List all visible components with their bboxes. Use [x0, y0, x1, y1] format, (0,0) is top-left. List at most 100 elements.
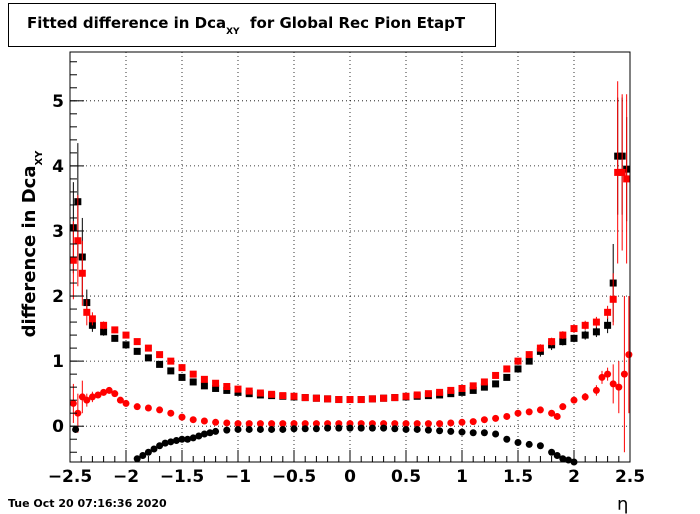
- title-box: Fitted difference in DcaXY for Global Re…: [8, 3, 496, 47]
- data-point: [391, 394, 399, 402]
- data-point: [178, 413, 186, 421]
- data-point: [195, 432, 203, 440]
- data-point: [514, 409, 522, 417]
- data-point: [178, 364, 186, 372]
- data-point: [144, 354, 152, 362]
- data-point: [548, 448, 556, 456]
- data-point: [424, 426, 432, 434]
- data-point: [312, 420, 320, 428]
- data-point: [380, 394, 388, 402]
- data-point: [268, 390, 276, 398]
- data-point: [492, 414, 500, 422]
- data-point: [178, 373, 186, 381]
- data-point: [615, 383, 623, 391]
- data-point: [301, 420, 309, 428]
- data-point: [346, 424, 354, 432]
- data-point: [268, 420, 276, 428]
- timestamp: Tue Oct 20 07:16:36 2020: [8, 497, 167, 510]
- data-point: [402, 392, 410, 400]
- data-point: [391, 425, 399, 433]
- data-point: [424, 390, 432, 398]
- data-point: [609, 295, 617, 303]
- data-point: [189, 434, 197, 442]
- data-point: [156, 360, 164, 368]
- title-subscript: XY: [226, 27, 240, 37]
- data-point: [245, 425, 253, 433]
- data-point: [74, 237, 82, 245]
- data-point: [156, 442, 164, 450]
- data-point: [156, 406, 164, 414]
- x-tick-label: −1: [225, 467, 251, 487]
- data-point: [581, 331, 589, 339]
- data-point: [100, 388, 108, 396]
- data-point: [72, 425, 80, 433]
- data-point: [301, 394, 309, 402]
- title-rest: for Global Rec Pion EtapT: [239, 14, 466, 32]
- x-tick-label: −2.5: [48, 467, 92, 487]
- data-point: [413, 420, 421, 428]
- data-point: [122, 341, 130, 349]
- data-point: [604, 370, 612, 378]
- data-point: [200, 375, 208, 383]
- x-tick-label: 2: [568, 467, 580, 487]
- data-point: [88, 393, 96, 401]
- y-tick-label: 5: [52, 92, 64, 112]
- data-point: [503, 412, 511, 420]
- data-point: [581, 321, 589, 329]
- data-point: [604, 308, 612, 316]
- data-point: [223, 419, 231, 427]
- data-point: [111, 390, 119, 398]
- data-point: [525, 408, 533, 416]
- data-point: [623, 175, 631, 183]
- data-point: [172, 437, 180, 445]
- data-point: [391, 420, 399, 428]
- data-point: [480, 429, 488, 437]
- x-tick-label: 1.5: [503, 467, 533, 487]
- data-point: [503, 435, 511, 443]
- data-point: [469, 429, 477, 437]
- data-point: [245, 387, 253, 395]
- data-point: [604, 321, 612, 329]
- data-point: [618, 168, 626, 176]
- data-point: [402, 420, 410, 428]
- data-point: [424, 420, 432, 428]
- y-axis-label-subscript: XY: [34, 150, 45, 166]
- data-point: [503, 373, 511, 381]
- data-point: [167, 409, 175, 417]
- y-tick-label: 3: [52, 222, 64, 242]
- data-point: [279, 392, 287, 400]
- data-point: [206, 429, 214, 437]
- data-point: [133, 338, 141, 346]
- data-point: [514, 365, 522, 373]
- data-point: [458, 384, 466, 392]
- data-point: [111, 334, 119, 342]
- data-point: [614, 168, 622, 176]
- y-tick-label: 1: [52, 352, 64, 372]
- data-point: [402, 425, 410, 433]
- data-point: [525, 440, 533, 448]
- data-point: [279, 425, 287, 433]
- data-point: [234, 385, 242, 393]
- x-tick-label: 2.5: [615, 467, 645, 487]
- data-point: [536, 406, 544, 414]
- data-point: [139, 451, 147, 459]
- data-point: [290, 392, 298, 400]
- data-point: [368, 424, 376, 432]
- data-point: [469, 418, 477, 426]
- x-tick-label: 1: [456, 467, 468, 487]
- data-point: [598, 373, 606, 381]
- data-point: [83, 308, 91, 316]
- data-point: [324, 395, 332, 403]
- data-point: [178, 435, 186, 443]
- data-point: [335, 396, 343, 404]
- data-point: [592, 328, 600, 336]
- data-point: [290, 420, 298, 428]
- y-axis-label: difference in DcaXY: [19, 151, 45, 338]
- data-point: [256, 389, 264, 397]
- data-point: [150, 445, 158, 453]
- data-point: [133, 347, 141, 355]
- data-point: [223, 426, 231, 434]
- data-point: [105, 386, 113, 394]
- data-point: [609, 380, 617, 388]
- data-point: [559, 403, 567, 411]
